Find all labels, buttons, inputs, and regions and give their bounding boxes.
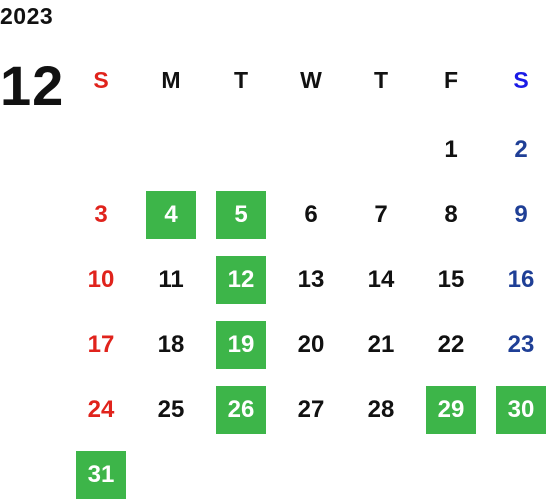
calendar-day: 28	[367, 396, 395, 423]
weekday-header: T	[233, 67, 249, 93]
calendar-day: 11	[158, 266, 184, 293]
calendar-day: 10	[87, 266, 115, 293]
calendar-day-highlighted: 29	[426, 386, 476, 434]
weekday-header: S	[93, 67, 109, 93]
calendar-day-highlighted: 19	[216, 321, 266, 369]
calendar-day: 23	[507, 331, 535, 358]
calendar-day: 18	[157, 331, 185, 358]
calendar-day: 25	[157, 396, 185, 423]
weekday-header: M	[161, 67, 181, 93]
weekday-header: W	[300, 67, 322, 93]
calendar-day: 3	[94, 201, 108, 228]
calendar-day-highlighted: 31	[76, 451, 126, 499]
calendar-day-highlighted: 26	[216, 386, 266, 434]
calendar-day: 8	[444, 201, 458, 228]
weekday-header: F	[443, 67, 459, 93]
weekday-header: S	[513, 67, 529, 93]
calendar-day: 9	[514, 201, 528, 228]
calendar-day: 24	[87, 396, 115, 423]
calendar-day-highlighted: 30	[496, 386, 546, 434]
calendar-day: 1	[444, 136, 458, 163]
calendar-day-highlighted: 12	[216, 256, 266, 304]
calendar-day: 13	[297, 266, 325, 293]
calendar-day: 7	[374, 201, 388, 228]
calendar-day: 20	[297, 331, 325, 358]
calendar-day: 27	[297, 396, 325, 423]
calendar-day: 16	[507, 266, 535, 293]
calendar-day: 17	[87, 331, 115, 358]
calendar-month: 12	[0, 54, 65, 117]
calendar-day: 2	[514, 136, 528, 163]
calendar-year: 2023	[0, 3, 54, 29]
calendar-day-highlighted: 5	[216, 191, 266, 239]
calendar-day-highlighted: 4	[146, 191, 196, 239]
calendar-day: 6	[304, 201, 318, 228]
calendar-day: 14	[367, 266, 395, 293]
weekday-header: T	[373, 67, 389, 93]
calendar-day: 15	[437, 266, 465, 293]
calendar-day: 21	[367, 331, 395, 358]
calendar-day: 22	[437, 331, 465, 358]
